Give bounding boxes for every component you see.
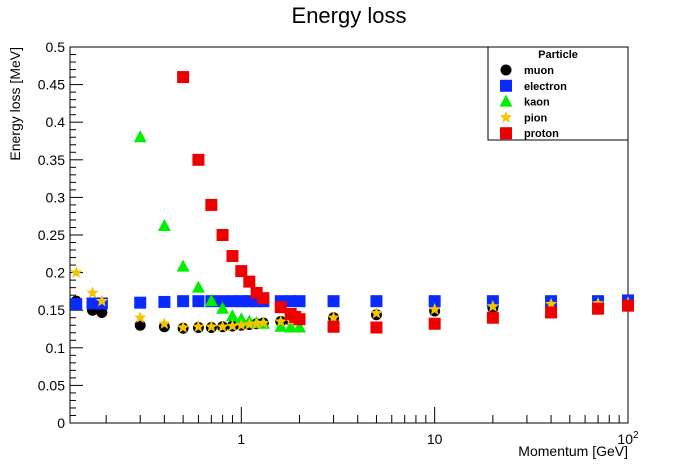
x-tick-label: 1 [237,431,245,447]
y-axis: 0 0.05 0.1 0.15 0.2 0.25 0.3 0.35 0.4 0.45 0.5 [38,39,83,431]
kaon-point [284,320,298,333]
legend-marker-pion [499,110,513,123]
data-points [70,71,635,334]
pion-point [327,311,340,323]
pion-point [428,302,441,315]
legend-title: Particle [538,49,578,61]
electron-point [192,295,205,308]
muon-point [96,306,108,318]
y-tick-label: 0.5 [46,39,66,55]
pion-point [257,316,270,329]
proton-point [216,229,229,241]
proton-point [177,71,190,84]
proton-point [192,153,205,166]
x-tick-exponent: 2 [633,430,639,441]
series-kaon [133,130,307,333]
legend-label-muon: muon [524,65,554,77]
y-tick-label: 0.4 [46,114,66,130]
muon-point [134,319,146,331]
y-tick-label: 0.1 [46,340,66,356]
y-tick-label: 0.3 [46,189,66,205]
pion-point [176,321,190,333]
electron-point [293,295,306,308]
y-tick-label: 0 [57,415,65,431]
pion-point [134,311,147,323]
y-tick-label: 0.2 [46,265,66,281]
electron-point [370,295,383,308]
pion-point [544,297,558,310]
legend-marker-electron [500,79,512,92]
electron-point [216,295,229,308]
y-tick-label: 0.15 [38,302,65,318]
pion-point [95,294,109,307]
series-proton [177,71,634,334]
pion-point [370,306,383,319]
y-tick-label: 0.05 [38,377,65,393]
kaon-point [274,319,288,332]
proton-point [592,302,605,315]
legend-label-kaon: kaon [524,97,550,109]
kaon-point [225,309,239,322]
pion-point [216,320,229,332]
kaon-point [157,218,171,231]
proton-point [486,311,499,324]
proton-point [226,250,239,263]
proton-point [545,306,558,319]
y-tick-label: 0.25 [38,227,65,243]
pion-point [486,299,500,312]
pion-point [158,317,171,329]
legend-box [487,46,629,141]
legend: Particle muon electron kaon pion proton [487,46,629,141]
proton-point [622,299,634,312]
proton-point [257,292,270,305]
pion-point [86,286,99,299]
chart-title: Energy loss [292,3,407,28]
kaon-point [133,130,147,143]
electron-point [86,297,99,310]
pion-point [243,317,256,330]
electron-point [134,296,147,309]
legend-marker-proton [500,127,512,140]
electron-point [428,295,441,308]
electron-point [158,295,171,308]
x-axis-title: Momentum [GeV] [518,443,628,459]
proton-point [274,301,287,314]
legend-label-proton: proton [524,128,559,140]
legend-marker-muon [500,64,512,76]
pion-point [205,320,218,332]
y-tick-label: 0.45 [38,77,65,93]
electron-point [70,298,83,311]
legend-label-electron: electron [524,81,567,93]
series-electron [70,294,634,311]
kaon-point [204,294,218,307]
pion-point [274,314,287,327]
pion-point [235,318,248,331]
proton-point [428,317,441,330]
pion-point [226,319,239,332]
kaon-point [216,301,230,314]
proton-point [293,313,306,326]
pion-point [70,266,83,278]
proton-point [235,265,248,278]
electron-point [177,295,190,308]
kaon-point [234,312,248,325]
proton-point [205,198,218,211]
legend-label-pion: pion [524,112,547,124]
kaon-point [293,320,307,333]
kaon-point [191,280,205,293]
proton-point [327,320,340,333]
electron-point [327,295,340,308]
y-axis-title: Energy loss [MeV] [7,47,23,161]
proton-point [370,321,383,334]
pion-point [192,320,205,332]
y-tick-label: 0.35 [38,152,65,168]
proton-point [243,275,256,288]
x-tick-label: 10 [427,431,443,447]
pion-point [250,317,263,329]
kaon-point [176,259,190,272]
legend-marker-kaon [499,94,513,107]
